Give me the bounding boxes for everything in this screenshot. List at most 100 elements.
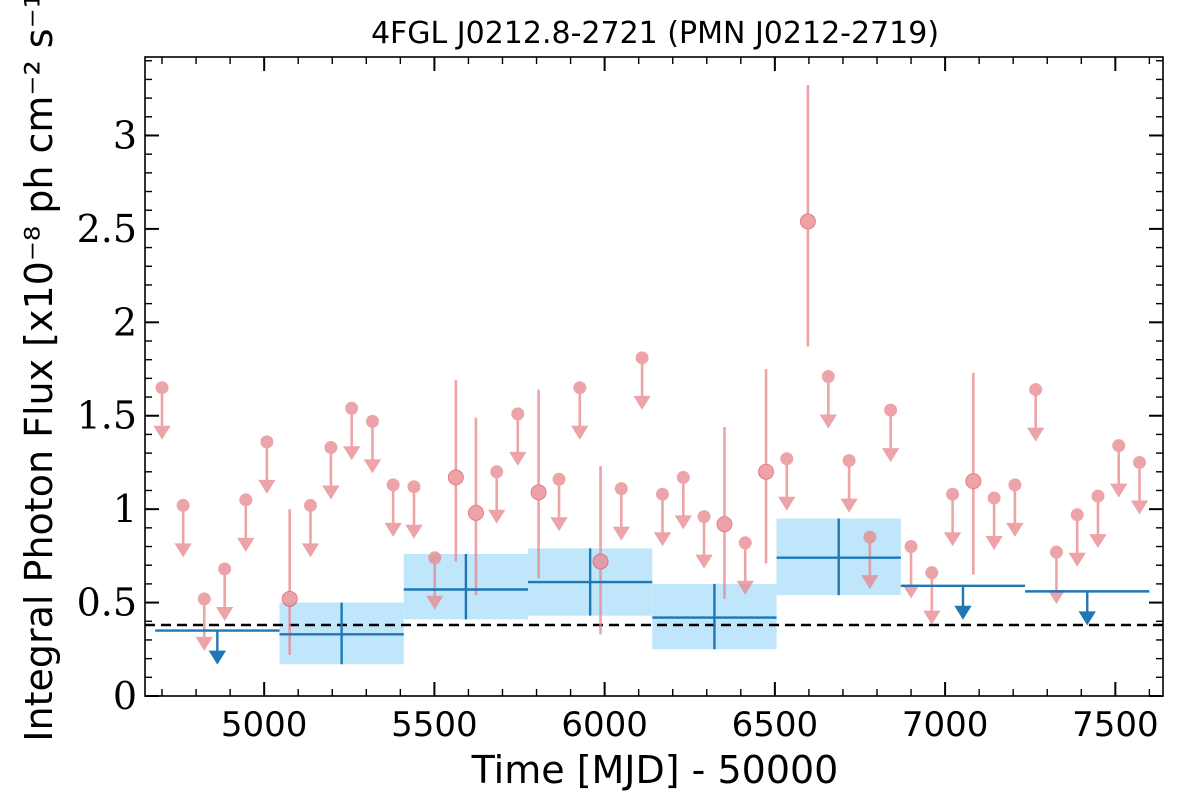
- short-bin-detection-marker: [965, 473, 982, 490]
- long-bin-upper-limit-arrow: [1078, 591, 1096, 626]
- short-bin-detection: [758, 369, 775, 564]
- short-bin-upper-limit-head: [736, 580, 754, 595]
- short-bin-upper-limit-head: [1110, 483, 1128, 498]
- short-bin-upper-limit: [653, 487, 672, 547]
- short-bin-upper-limit: [405, 480, 423, 539]
- short-bin-upper-limit: [736, 536, 754, 595]
- short-bin-upper-limit: [923, 566, 941, 625]
- short-bin-upper-limit-head: [653, 532, 672, 547]
- short-bin-upper-limit-head: [943, 532, 962, 547]
- plot-frame: [144, 56, 1164, 697]
- short-bin-upper-limit: [612, 482, 630, 541]
- short-bin-upper-limit: [153, 381, 171, 440]
- short-bin-upper-limit: [488, 465, 506, 524]
- short-bin-upper-limit-marker: [842, 454, 856, 468]
- short-bin-upper-limit-head: [985, 535, 1003, 550]
- short-bin-detection-marker: [592, 553, 609, 570]
- short-bin-upper-limit: [1130, 455, 1149, 515]
- short-bin-upper-limit-head: [509, 451, 527, 466]
- short-bin-upper-limit: [322, 441, 340, 500]
- short-bin-upper-limit: [985, 491, 1003, 550]
- short-bin-upper-limit: [195, 592, 213, 651]
- short-bin-upper-limit: [881, 403, 900, 463]
- short-bin-upper-limit-marker: [218, 562, 232, 576]
- short-bin-upper-limit-head: [384, 522, 402, 537]
- short-bin-upper-limit-head: [1068, 552, 1086, 567]
- short-bin-detection-marker: [716, 516, 733, 533]
- short-bin-upper-limit: [363, 414, 382, 474]
- short-bin-detection: [281, 509, 298, 655]
- long-bin-upper-limit-arrow-head: [208, 650, 227, 665]
- short-bin-detection-marker: [758, 463, 775, 480]
- short-bin-detection: [530, 389, 547, 579]
- short-bin-upper-limit-marker: [738, 536, 752, 550]
- short-bin-upper-limit-head: [195, 636, 213, 651]
- short-bin-upper-limit-head: [612, 526, 630, 541]
- short-bin-upper-limit-head: [819, 414, 837, 429]
- short-bin-upper-limit: [1026, 383, 1045, 442]
- short-bin-upper-limit-head: [342, 446, 361, 461]
- short-bin-upper-limit-head: [1047, 590, 1066, 605]
- short-bin-detection-marker: [281, 590, 298, 607]
- y-tick-label: 0: [113, 674, 137, 718]
- short-bin-upper-limit: [840, 454, 858, 513]
- short-bin-upper-limit: [509, 407, 527, 466]
- short-bin-upper-limit-marker: [614, 482, 628, 496]
- x-axis-label: Time [MJD] - 50000: [471, 748, 839, 792]
- short-bin-detection: [467, 417, 484, 596]
- short-bin-upper-limit-marker: [1133, 455, 1147, 469]
- axes: 5000 5500 6000 6500 7000 7500 0 0.5 1 1.5 2 2.5 3: [77, 56, 1164, 745]
- short-bin-upper-limit-marker: [365, 414, 379, 428]
- short-bin-upper-limit: [301, 498, 320, 558]
- long-bin-upper-limit-arrow: [208, 630, 227, 665]
- short-bin-upper-limit-marker: [1049, 545, 1063, 559]
- short-bin-upper-limit-head: [881, 448, 900, 463]
- short-bin-upper-limit-head: [1130, 500, 1149, 515]
- short-bin-upper-limit-marker: [863, 530, 877, 544]
- y-axis-label: Integral Photon Flux [x10⁻⁸ ph cm⁻² s⁻¹]: [17, 0, 61, 742]
- short-bin-upper-limit-marker: [428, 551, 442, 565]
- short-bin-upper-limit: [1089, 489, 1107, 549]
- short-bin-upper-limit: [571, 381, 589, 440]
- short-bin-upper-limit-marker: [260, 435, 274, 449]
- long-bin-detection: [403, 554, 529, 620]
- short-bin-upper-limit-head: [840, 498, 858, 513]
- short-bin-upper-limit-head: [1089, 534, 1107, 549]
- short-bin-upper-limit-head: [405, 524, 423, 539]
- short-bin-upper-limit-head: [674, 515, 692, 530]
- short-bin-detection: [447, 380, 464, 562]
- long-bin-detection: [279, 602, 404, 665]
- short-bin-upper-limit-head: [301, 543, 320, 558]
- short-bin-upper-limit-marker: [490, 465, 504, 479]
- short-bin-upper-limit-marker: [1070, 508, 1084, 522]
- short-bin-upper-limit-marker: [656, 487, 670, 501]
- short-bin-upper-limit-marker: [821, 370, 835, 383]
- short-bin-upper-limit-marker: [946, 487, 960, 501]
- short-bin-upper-limit: [384, 478, 402, 537]
- long-bin-detection: [652, 583, 777, 650]
- short-bin-upper-limit: [1068, 508, 1086, 567]
- short-bin-upper-limit-head: [174, 543, 192, 558]
- long-bin-upper-limit-arrow: [954, 585, 972, 620]
- short-bin-upper-limit: [633, 351, 651, 410]
- short-bin-upper-limit: [550, 472, 568, 532]
- short-bin-upper-limit: [258, 435, 276, 494]
- short-bin-upper-limit-marker: [303, 498, 317, 512]
- short-bin-detection-marker: [530, 484, 547, 501]
- short-bin-upper-limit: [237, 493, 255, 552]
- plot-area: [145, 85, 1163, 665]
- short-bin-upper-limit-head: [1006, 522, 1024, 537]
- short-bin-upper-limit-marker: [904, 540, 918, 554]
- short-bin-upper-limit: [215, 562, 234, 621]
- short-bin-upper-limit: [1006, 478, 1024, 537]
- long-bin-upper-limit-arrow-head: [954, 605, 972, 620]
- y-tick-label: 1: [113, 487, 137, 531]
- short-bin-upper-limit-marker: [697, 510, 711, 524]
- short-bin-upper-limit-marker: [386, 478, 400, 492]
- short-bin-detection: [716, 426, 733, 599]
- short-bin-upper-limit-head: [695, 554, 713, 569]
- x-tick-label: 7500: [1072, 705, 1159, 745]
- short-bin-upper-limit-marker: [884, 403, 898, 417]
- short-bin-upper-limit-head: [426, 595, 444, 610]
